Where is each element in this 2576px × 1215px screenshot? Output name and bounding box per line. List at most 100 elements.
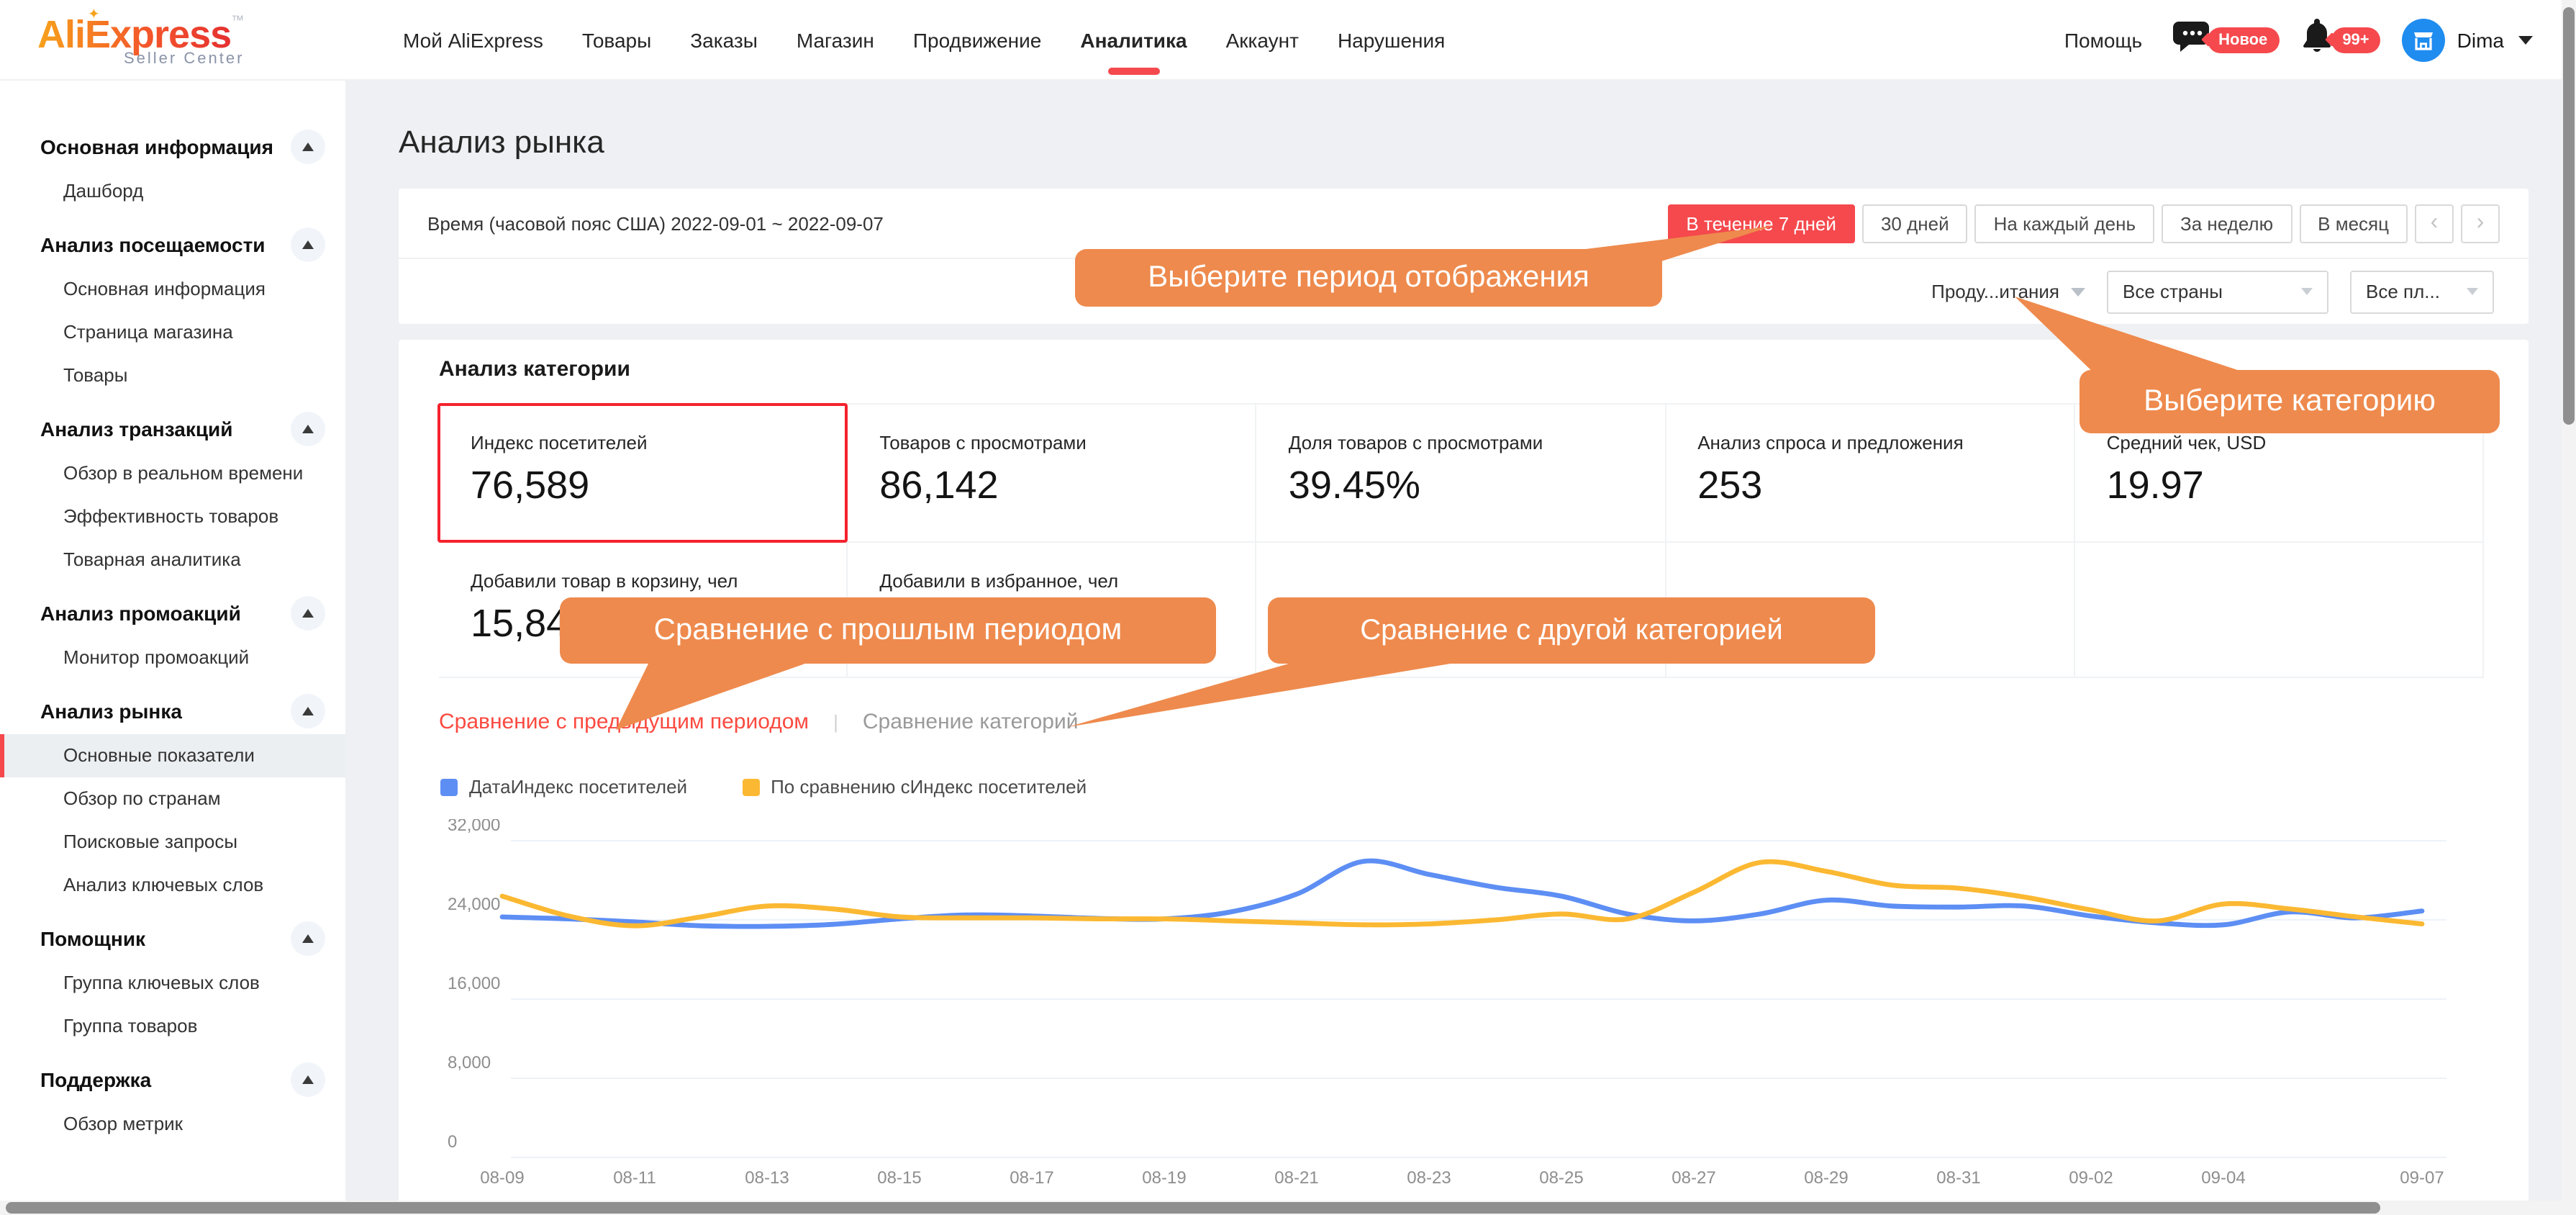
category-dropdown-value: Проду...итания (1931, 281, 2059, 302)
period-button[interactable]: На каждый день (1974, 204, 2155, 243)
chevron-down-icon (2518, 35, 2533, 44)
collapse-toggle-button[interactable] (291, 596, 325, 631)
sidebar-section-title: Анализ рынка (40, 700, 182, 723)
sidebar-item[interactable]: Обзор в реальном времени (63, 462, 304, 484)
nav-item[interactable]: Заказы (690, 28, 758, 51)
sidebar-item[interactable]: Эффективность товаров (63, 505, 279, 527)
empty-cell (1666, 543, 2075, 677)
sidebar-item[interactable]: Монитор промоакций (63, 646, 250, 668)
horizontal-scrollbar-thumb[interactable] (6, 1202, 2380, 1214)
legend-label: ДатаИндекс посетителей (469, 776, 688, 798)
period-button[interactable]: 30 дней (1861, 204, 1968, 243)
sidebar-section-header: Анализ промоакций (0, 590, 345, 636)
period-next-button[interactable]: › (2461, 204, 2500, 243)
sidebar-item[interactable]: Поисковые запросы (63, 831, 238, 852)
annotation-select-category: Выберите категорию (2080, 370, 2500, 433)
avatar (2402, 18, 2446, 61)
category-dropdown[interactable]: Проду...итания (1931, 281, 2085, 302)
period-button[interactable]: За неделю (2162, 204, 2292, 243)
logo-subtitle: Seller Center (124, 50, 245, 67)
period-button-group: В течение 7 дней 30 дней На каждый день За … (1667, 204, 2500, 243)
platform-select-value: Все пл... (2366, 281, 2440, 302)
vertical-scrollbar-thumb[interactable] (2563, 7, 2575, 425)
aliexpress-logo[interactable]: ✦ AliExpress™ Seller Center (37, 6, 343, 67)
section-heading: Анализ категории (439, 357, 630, 381)
sidebar-section-title: Анализ промоакций (40, 602, 241, 625)
nav-item[interactable]: Товары (581, 28, 652, 51)
nav-item[interactable]: Магазин (796, 28, 874, 51)
sidebar-item[interactable]: Основная информация (63, 278, 266, 299)
x-axis-label: 08-21 (1274, 1168, 1318, 1188)
sidebar-section-title: Анализ транзакций (40, 417, 233, 441)
period-button[interactable]: В течение 7 дней (1667, 204, 1855, 243)
y-axis-label: 16,000 (448, 974, 500, 993)
compare-previous-period-link[interactable]: Сравнение с предыдущим периодом (439, 710, 809, 734)
sidebar-item[interactable]: Обзор по странам (63, 787, 221, 809)
collapse-toggle-button[interactable] (291, 921, 325, 956)
notifications-button[interactable]: 99+ (2300, 19, 2381, 60)
nav-item[interactable]: Аккаунт (1225, 28, 1299, 51)
period-prev-button[interactable]: ‹ (2415, 204, 2454, 243)
metric-label: Анализ спроса и предложения (1697, 432, 1964, 453)
country-select-value: Все страны (2123, 281, 2223, 302)
sidebar-item[interactable]: Товары (63, 364, 128, 386)
metric-value: 76,589 (471, 464, 590, 507)
y-axis-label: 0 (448, 1132, 457, 1152)
x-axis-label: 09-02 (2069, 1168, 2113, 1188)
metric-card: Индекс посетителей 76,589 (437, 403, 848, 543)
collapse-toggle-button[interactable] (291, 227, 325, 262)
annotation-select-period: Выберите период отображения (1075, 249, 1662, 307)
sidebar-section-header: Поддержка (0, 1057, 345, 1103)
collapse-toggle-button[interactable] (291, 1062, 325, 1097)
metric-label: Товаров с просмотрами (879, 432, 1087, 453)
sidebar-item[interactable]: Группа товаров (63, 1015, 198, 1036)
sidebar-item[interactable]: Товарная аналитика (63, 548, 241, 570)
sidebar-item[interactable]: Обзор метрик (63, 1113, 183, 1134)
sidebar-item[interactable]: Анализ ключевых слов (63, 874, 264, 895)
metric-label: Добавили в избранное, чел (879, 570, 1119, 592)
notification-count-badge: 99+ (2331, 27, 2381, 53)
user-menu[interactable]: Dima (2402, 18, 2533, 61)
period-button[interactable]: В месяц (2299, 204, 2408, 243)
sidebar-item[interactable]: Дашборд (63, 180, 144, 202)
horizontal-scrollbar-track[interactable] (0, 1201, 2576, 1215)
chevron-down-icon (2301, 288, 2313, 295)
x-axis-label: 08-15 (877, 1168, 921, 1188)
sidebar-item[interactable]: Основные показатели (0, 734, 345, 777)
logo-brand: AliExpress (37, 12, 232, 55)
y-axis-label: 24,000 (448, 895, 500, 914)
platform-select[interactable]: Все пл... (2350, 270, 2494, 313)
legend-item[interactable]: По сравнению сИндекс посетителей (742, 776, 1087, 798)
x-axis-label: 08-19 (1142, 1168, 1186, 1188)
sparkle-icon: ✦ (88, 6, 100, 22)
annotation-compare-previous: Сравнение с прошлым периодом (560, 597, 1216, 664)
nav-item[interactable]: Продвижение (912, 28, 1042, 51)
collapse-toggle-button[interactable] (291, 694, 325, 728)
legend-swatch (742, 778, 760, 795)
chart-legend: ДатаИндекс посетителей По сравнению сИнде… (440, 776, 1087, 798)
collapse-toggle-button[interactable] (291, 412, 325, 446)
x-axis-label: 08-13 (745, 1168, 789, 1188)
nav-item[interactable]: Мой AliExpress (403, 28, 543, 51)
metric-card: Добавили в избранное, чел (848, 543, 1257, 677)
help-link[interactable]: Помощь (2064, 28, 2143, 51)
sidebar-item[interactable]: Страница магазина (63, 321, 233, 343)
sidebar-section-header: Основная информация (0, 124, 345, 170)
nav-item[interactable]: Нарушения (1337, 28, 1446, 51)
chevron-up-icon (302, 143, 314, 151)
y-axis-label: 32,000 (448, 819, 500, 835)
sidebar-section-title: Помощник (40, 927, 146, 950)
line-chart: 0 8,000 16,000 24,000 32,000 08-09 08-11 08-13 0… (448, 819, 2446, 1188)
chevron-up-icon (302, 934, 314, 943)
sidebar-item[interactable]: Группа ключевых слов (63, 972, 260, 993)
vertical-scrollbar-track[interactable] (2562, 0, 2576, 1215)
messages-button[interactable]: Новое (2172, 21, 2280, 58)
nav-item[interactable]: Аналитика (1080, 0, 1187, 80)
compare-categories-link[interactable]: Сравнение категорий (862, 710, 1079, 734)
collapse-toggle-button[interactable] (291, 130, 325, 164)
country-select[interactable]: Все страны (2107, 270, 2328, 313)
legend-label: По сравнению сИндекс посетителей (771, 776, 1087, 798)
legend-item[interactable]: ДатаИндекс посетителей (440, 776, 687, 798)
metric-card: Товаров с просмотрами 86,142 (848, 405, 1257, 543)
